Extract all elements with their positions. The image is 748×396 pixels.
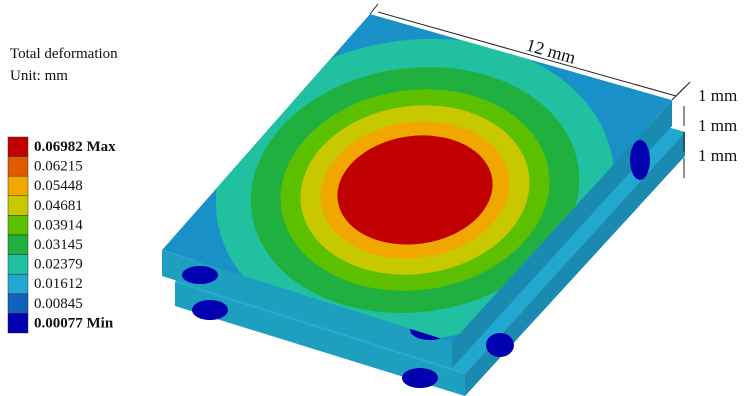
legend-swatch (8, 215, 28, 235)
legend-swatch (8, 294, 28, 314)
figure: Total deformation Unit: mm 0.06982 Max0.… (0, 0, 748, 396)
legend-label: 0.03914 (34, 217, 83, 233)
legend-swatch (8, 235, 28, 255)
legend-unit: Unit: mm (10, 68, 68, 84)
legend-swatch (8, 196, 28, 216)
legend-swatch (8, 176, 28, 196)
thickness-label: 1 mm (698, 146, 737, 165)
legend-label: 0.04681 (34, 198, 83, 214)
legend-label: 0.06982 Max (34, 139, 116, 155)
legend-title: Total deformation (10, 46, 118, 62)
legend-label: 0.03145 (34, 237, 83, 253)
legend: 0.06982 Max 0.06215 0.05448 0.04681 0.03914 0… (8, 137, 116, 333)
legend-swatch (8, 274, 28, 294)
thickness-label: 1 mm (698, 86, 737, 105)
legend-label: 0.00845 (34, 296, 83, 312)
legend-label: 0.01612 (34, 276, 83, 292)
thickness-label: 1 mm (698, 116, 737, 135)
legend-swatch (8, 137, 28, 157)
legend-label: 0.05448 (34, 178, 83, 194)
legend-swatch (8, 255, 28, 275)
legend-label: 0.06215 (34, 159, 83, 175)
legend-label: 0.00077 Min (34, 315, 114, 331)
legend-label: 0.02379 (34, 257, 83, 273)
legend-swatch (8, 313, 28, 333)
legend-swatch (8, 157, 28, 177)
